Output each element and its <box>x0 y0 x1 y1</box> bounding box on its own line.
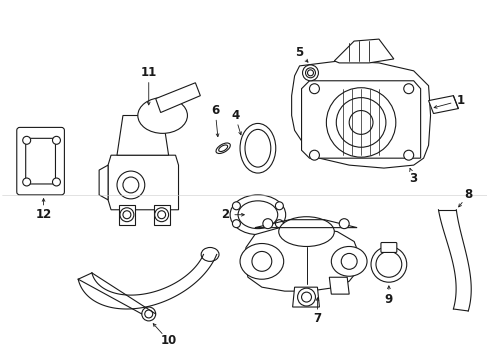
Circle shape <box>403 84 413 94</box>
Polygon shape <box>99 165 108 200</box>
Polygon shape <box>155 83 200 113</box>
Circle shape <box>154 208 168 222</box>
Circle shape <box>52 136 61 144</box>
Circle shape <box>232 220 240 228</box>
Text: 4: 4 <box>230 109 239 122</box>
Text: 7: 7 <box>313 312 321 325</box>
Circle shape <box>403 150 413 160</box>
Text: 10: 10 <box>160 334 176 347</box>
Ellipse shape <box>278 217 334 247</box>
Polygon shape <box>153 205 169 225</box>
Ellipse shape <box>331 247 366 276</box>
Circle shape <box>370 247 406 282</box>
Text: 6: 6 <box>211 104 219 117</box>
Circle shape <box>297 288 315 306</box>
Circle shape <box>120 208 134 222</box>
Polygon shape <box>119 205 135 225</box>
Circle shape <box>22 136 31 144</box>
Polygon shape <box>334 39 393 63</box>
Text: 1: 1 <box>455 94 464 107</box>
Circle shape <box>325 88 395 157</box>
Circle shape <box>22 178 31 186</box>
Circle shape <box>309 150 319 160</box>
Polygon shape <box>108 155 178 210</box>
Polygon shape <box>427 96 457 113</box>
Text: 9: 9 <box>384 293 392 306</box>
Text: 8: 8 <box>463 188 471 201</box>
Text: 11: 11 <box>141 66 157 79</box>
Ellipse shape <box>138 98 187 133</box>
Circle shape <box>117 171 144 199</box>
Text: 2: 2 <box>221 208 229 221</box>
Circle shape <box>52 178 61 186</box>
Polygon shape <box>292 287 319 307</box>
Circle shape <box>275 202 283 210</box>
Text: 5: 5 <box>295 46 303 59</box>
Circle shape <box>232 202 240 210</box>
Circle shape <box>142 307 155 321</box>
Circle shape <box>302 65 318 81</box>
Ellipse shape <box>240 123 275 173</box>
Ellipse shape <box>230 195 285 235</box>
Circle shape <box>309 84 319 94</box>
Circle shape <box>339 219 348 229</box>
Circle shape <box>263 219 272 229</box>
FancyBboxPatch shape <box>17 127 64 195</box>
Polygon shape <box>244 228 358 291</box>
Circle shape <box>275 220 283 228</box>
Ellipse shape <box>240 243 283 279</box>
Polygon shape <box>328 277 348 294</box>
FancyBboxPatch shape <box>26 138 55 184</box>
FancyBboxPatch shape <box>380 243 396 252</box>
Text: 3: 3 <box>409 171 417 185</box>
Text: 12: 12 <box>35 208 52 221</box>
Polygon shape <box>117 116 168 155</box>
Polygon shape <box>301 81 420 158</box>
Polygon shape <box>291 61 429 168</box>
